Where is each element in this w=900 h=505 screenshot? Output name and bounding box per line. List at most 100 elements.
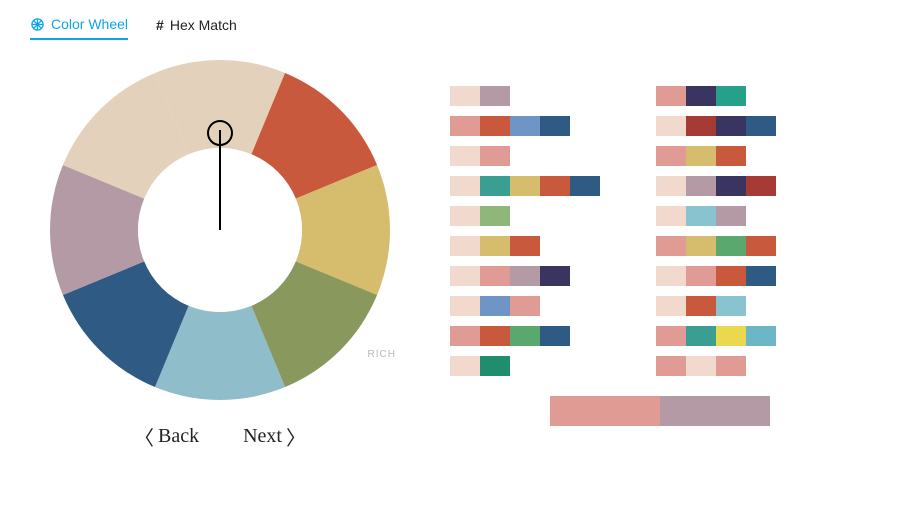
- swatch[interactable]: [746, 236, 776, 256]
- palette-row[interactable]: [656, 356, 776, 376]
- palette-row[interactable]: [656, 146, 776, 166]
- swatch[interactable]: [686, 146, 716, 166]
- swatch[interactable]: [540, 116, 570, 136]
- swatch[interactable]: [450, 116, 480, 136]
- palette-row[interactable]: [450, 116, 600, 136]
- swatch[interactable]: [716, 266, 746, 286]
- palette-row[interactable]: [450, 356, 600, 376]
- swatch[interactable]: [550, 396, 660, 426]
- swatch[interactable]: [450, 146, 480, 166]
- palette-row[interactable]: [656, 266, 776, 286]
- palette-row[interactable]: [656, 176, 776, 196]
- back-button[interactable]: 〈 Back: [134, 422, 199, 451]
- wheel-column: RICH 〈 Back Next 〉: [30, 60, 410, 451]
- swatch[interactable]: [510, 296, 540, 316]
- swatch[interactable]: [480, 116, 510, 136]
- swatch[interactable]: [480, 356, 510, 376]
- swatch[interactable]: [716, 206, 746, 226]
- swatch[interactable]: [656, 356, 686, 376]
- swatch[interactable]: [656, 206, 686, 226]
- swatch[interactable]: [540, 266, 570, 286]
- swatch[interactable]: [540, 326, 570, 346]
- swatch[interactable]: [656, 116, 686, 136]
- swatch[interactable]: [480, 146, 510, 166]
- palette-row[interactable]: [450, 206, 600, 226]
- swatch[interactable]: [450, 356, 480, 376]
- swatch[interactable]: [450, 206, 480, 226]
- color-wheel[interactable]: RICH: [50, 60, 390, 400]
- swatch[interactable]: [480, 296, 510, 316]
- swatch[interactable]: [746, 266, 776, 286]
- swatch[interactable]: [660, 396, 770, 426]
- swatch[interactable]: [746, 176, 776, 196]
- tab-hex-match[interactable]: # Hex Match: [156, 16, 237, 40]
- swatch[interactable]: [510, 326, 540, 346]
- swatch[interactable]: [746, 326, 776, 346]
- swatch[interactable]: [450, 326, 480, 346]
- swatch[interactable]: [510, 116, 540, 136]
- palette-row[interactable]: [656, 296, 776, 316]
- swatch[interactable]: [716, 146, 746, 166]
- palette-row[interactable]: [656, 206, 776, 226]
- swatch[interactable]: [480, 326, 510, 346]
- swatch[interactable]: [540, 176, 570, 196]
- swatch[interactable]: [716, 326, 746, 346]
- swatch[interactable]: [686, 356, 716, 376]
- swatch[interactable]: [450, 296, 480, 316]
- swatch[interactable]: [450, 236, 480, 256]
- palette-row[interactable]: [450, 236, 600, 256]
- chevron-left-icon: 〈: [134, 422, 154, 451]
- swatch[interactable]: [480, 266, 510, 286]
- palette-row[interactable]: [656, 116, 776, 136]
- swatch[interactable]: [450, 86, 480, 106]
- swatch[interactable]: [656, 266, 686, 286]
- swatch[interactable]: [716, 86, 746, 106]
- swatch[interactable]: [686, 116, 716, 136]
- swatch[interactable]: [450, 266, 480, 286]
- swatch[interactable]: [480, 176, 510, 196]
- palette-bottom[interactable]: [450, 396, 870, 426]
- swatch[interactable]: [686, 236, 716, 256]
- swatch[interactable]: [686, 326, 716, 346]
- swatch[interactable]: [716, 116, 746, 136]
- palette-row[interactable]: [656, 326, 776, 346]
- swatch[interactable]: [716, 236, 746, 256]
- swatch[interactable]: [746, 116, 776, 136]
- swatch[interactable]: [510, 266, 540, 286]
- swatch[interactable]: [686, 266, 716, 286]
- swatch[interactable]: [716, 296, 746, 316]
- palette-col-right: [656, 86, 776, 376]
- swatch[interactable]: [480, 86, 510, 106]
- swatch[interactable]: [686, 176, 716, 196]
- swatch[interactable]: [510, 236, 540, 256]
- swatch[interactable]: [450, 176, 480, 196]
- tab-bar: Color Wheel # Hex Match: [0, 0, 900, 40]
- swatch[interactable]: [686, 296, 716, 316]
- palette-row[interactable]: [656, 86, 776, 106]
- palette-row[interactable]: [656, 236, 776, 256]
- palette-row[interactable]: [450, 296, 600, 316]
- swatch[interactable]: [686, 206, 716, 226]
- palette-row[interactable]: [450, 146, 600, 166]
- swatch[interactable]: [686, 86, 716, 106]
- tab-label: Color Wheel: [51, 16, 128, 32]
- palette-row[interactable]: [450, 176, 600, 196]
- palette-row[interactable]: [450, 86, 600, 106]
- swatch[interactable]: [656, 86, 686, 106]
- swatch[interactable]: [656, 176, 686, 196]
- swatch[interactable]: [656, 146, 686, 166]
- swatch[interactable]: [480, 236, 510, 256]
- swatch[interactable]: [570, 176, 600, 196]
- wheel-handle[interactable]: [219, 130, 221, 230]
- swatch[interactable]: [656, 326, 686, 346]
- tab-color-wheel[interactable]: Color Wheel: [30, 16, 128, 40]
- swatch[interactable]: [480, 206, 510, 226]
- swatch[interactable]: [716, 356, 746, 376]
- palette-row[interactable]: [450, 266, 600, 286]
- swatch[interactable]: [656, 236, 686, 256]
- swatch[interactable]: [656, 296, 686, 316]
- swatch[interactable]: [510, 176, 540, 196]
- swatch[interactable]: [716, 176, 746, 196]
- palette-row[interactable]: [450, 326, 600, 346]
- next-button[interactable]: Next 〉: [243, 422, 306, 451]
